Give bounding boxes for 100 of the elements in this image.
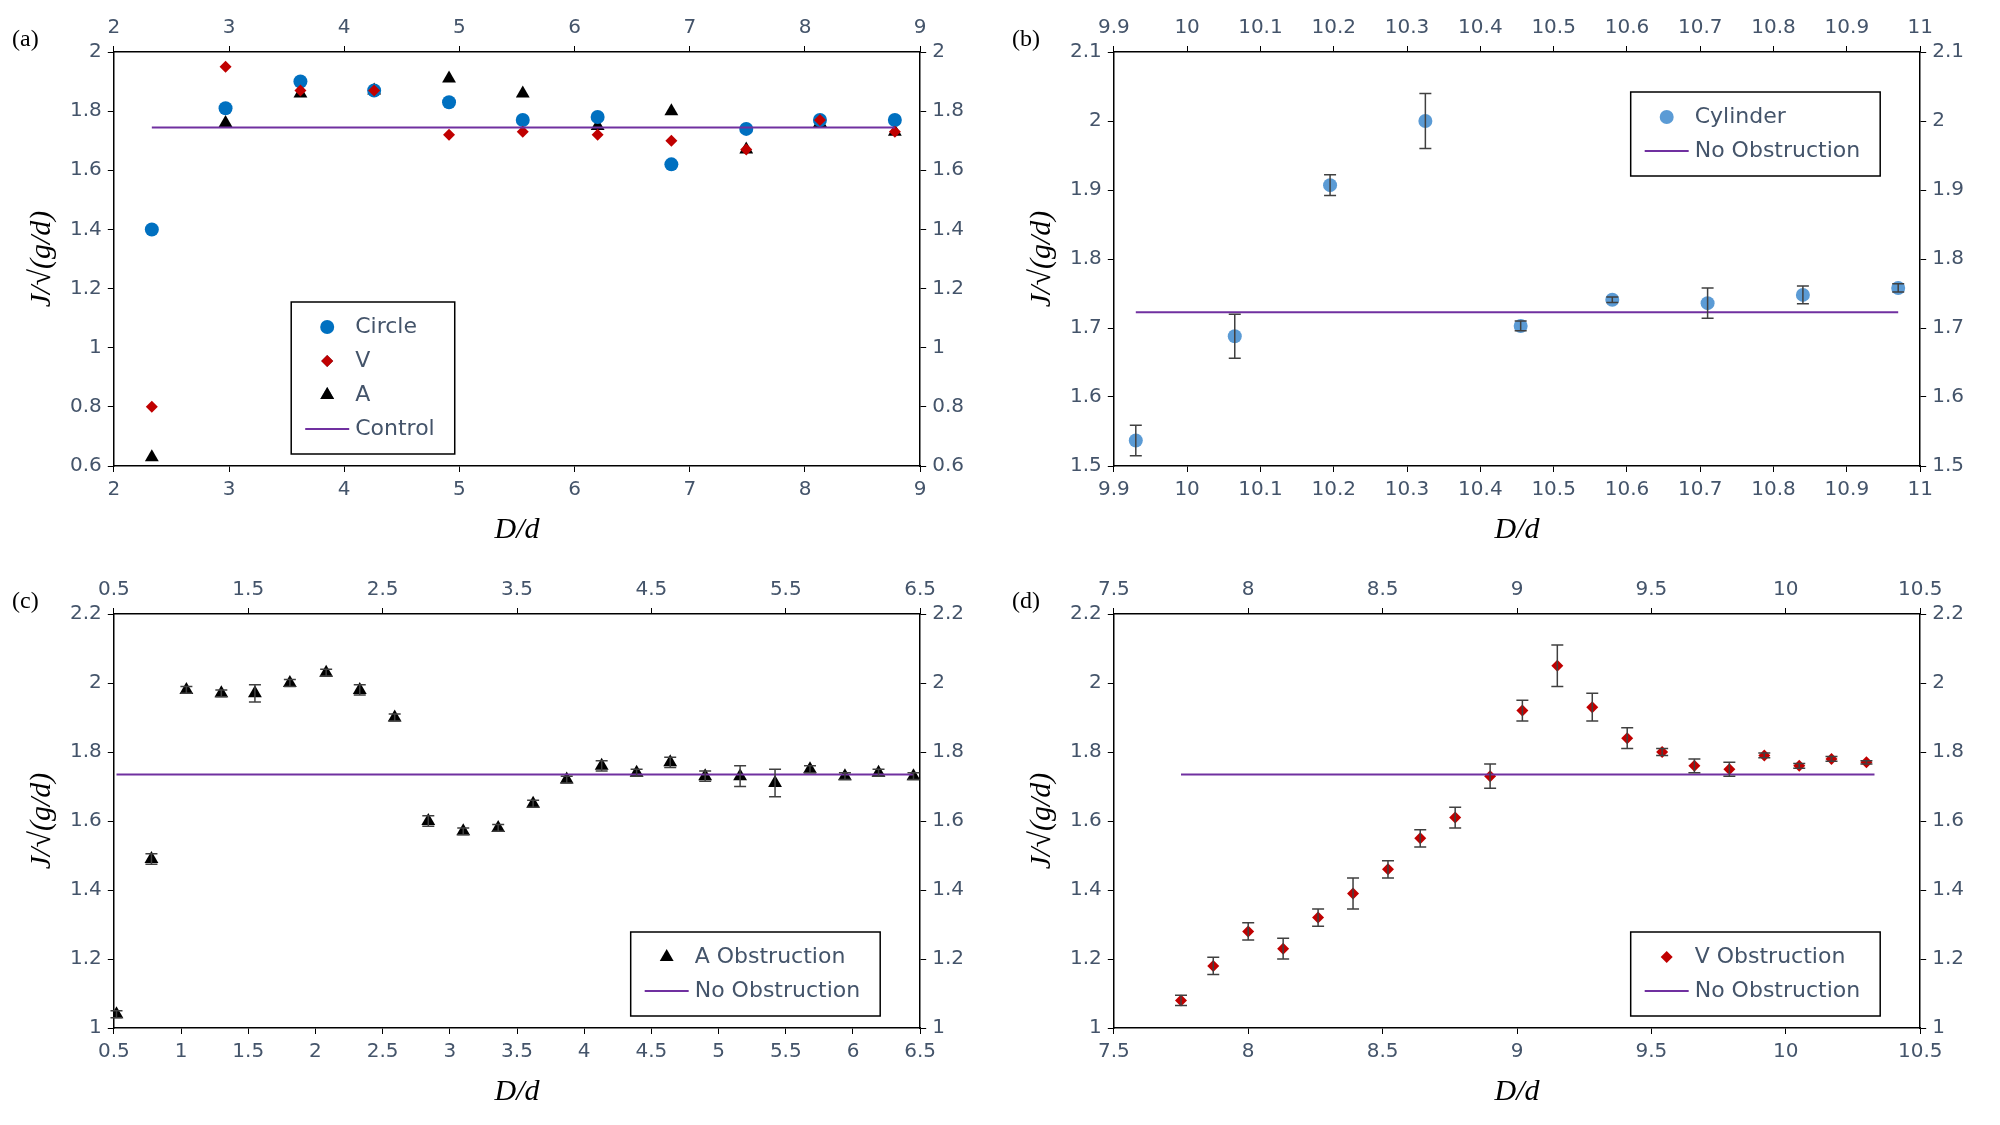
x2-tick-label: 4: [337, 14, 351, 39]
x-tick-label: 1: [174, 1038, 188, 1063]
x2-tick-label: 10.3: [1384, 14, 1430, 39]
legend-label: V Obstruction: [1694, 942, 1846, 968]
y2-tick-label: 1.2: [1932, 945, 1965, 970]
x-tick-label: 2: [309, 1038, 322, 1063]
y-tick-label: 1.6: [69, 156, 102, 181]
x2-tick-label: 3: [222, 14, 236, 39]
x-tick-label: 10.5: [1897, 1038, 1943, 1063]
legend-label: A: [355, 380, 371, 406]
x2-tick-label: 9: [913, 14, 927, 39]
y2-tick-label: 2: [1932, 107, 1945, 132]
x-tick-label: 8: [798, 476, 812, 501]
y2-tick-label: 1: [932, 1014, 945, 1039]
text: (d): [1012, 587, 1040, 614]
x-tick-label: 10.8: [1751, 476, 1796, 501]
x2-tick-label: 0.5: [97, 576, 130, 601]
y2-tick-label: 1.8: [1932, 738, 1965, 763]
y-tick-label: 1: [89, 1014, 102, 1039]
y2-tick-label: 2.2: [932, 600, 965, 625]
x-tick-label: 2: [107, 476, 121, 501]
x2-tick-label: 10: [1174, 14, 1200, 39]
y-axis-title: J/√(g/d): [1022, 210, 1057, 308]
x-tick-label: 7: [683, 476, 697, 501]
x-tick-label: 10.2: [1311, 476, 1356, 501]
y2-tick-label: 2.1: [1932, 38, 1965, 63]
x2-tick-label: 7: [683, 14, 697, 39]
x-tick-label: 9: [913, 476, 927, 501]
y-tick-label: 2.2: [1069, 600, 1102, 625]
x-tick-label: 4: [337, 476, 351, 501]
y2-tick-label: 1.8: [1932, 245, 1965, 270]
legend-label: No Obstruction: [1694, 976, 1861, 1002]
y-tick-label: 1.4: [69, 876, 102, 901]
x-tick-label: 7.5: [1097, 1038, 1130, 1063]
x2-tick-label: 11: [1907, 14, 1933, 39]
x-tick-label: 3: [222, 476, 236, 501]
y-tick-label: 0.6: [69, 452, 102, 477]
x-tick-label: 10: [1174, 476, 1200, 501]
x-tick-label: 10.3: [1384, 476, 1430, 501]
y-tick-label: 1.9: [1069, 176, 1102, 201]
x2-tick-label: 10.4: [1458, 14, 1503, 39]
y-tick-label: 2: [1089, 669, 1102, 694]
x-tick-label: 6: [846, 1038, 860, 1063]
x2-tick-label: 9.5: [1635, 576, 1668, 601]
legend-label: Control: [355, 414, 435, 440]
x-tick-label: 3.5: [501, 1038, 533, 1063]
y2-tick-label: 2: [932, 669, 945, 694]
y-tick-label: 1.2: [1069, 945, 1102, 970]
x-tick-label: 8: [1241, 1038, 1255, 1063]
y-tick-label: 1: [89, 333, 102, 358]
text: (b): [1012, 25, 1040, 52]
x2-tick-label: 5: [453, 14, 466, 39]
y2-tick-label: 1.8: [932, 738, 965, 763]
y-tick-label: 1.4: [69, 215, 102, 240]
y2-tick-label: 1.4: [932, 215, 965, 240]
y2-tick-label: 1.8: [932, 97, 965, 122]
x2-tick-label: 10.9: [1824, 14, 1870, 39]
x-tick-label: 10.1: [1238, 476, 1283, 501]
y2-tick-label: 2: [932, 38, 945, 63]
x2-tick-label: 8.5: [1366, 576, 1399, 601]
x2-tick-label: 9: [1510, 576, 1524, 601]
y-axis-title: J/√(g/d): [22, 210, 57, 308]
x-axis-title: D/d: [1493, 1072, 1541, 1106]
x-tick-label: 10: [1773, 1038, 1799, 1063]
y-tick-label: 1.5: [1069, 452, 1102, 477]
x-tick-label: 10.7: [1678, 476, 1723, 501]
y-tick-label: 0.8: [69, 393, 102, 418]
x2-tick-label: 10.5: [1531, 14, 1576, 39]
y-tick-label: 2.2: [69, 600, 102, 625]
x2-tick-label: 10: [1773, 576, 1799, 601]
x-tick-label: 3: [443, 1038, 457, 1063]
y-tick-label: 2: [89, 38, 102, 63]
y-tick-label: 1.7: [1069, 314, 1102, 339]
x2-tick-label: 2.5: [366, 576, 399, 601]
x-tick-label: 10.6: [1604, 476, 1650, 501]
x-tick-label: 5: [712, 1038, 725, 1063]
x2-tick-label: 10.5: [1897, 576, 1943, 601]
y2-tick-label: 2: [1932, 669, 1945, 694]
x2-tick-label: 7.5: [1097, 576, 1130, 601]
y-tick-label: 2: [89, 669, 102, 694]
x-tick-label: 11: [1907, 476, 1933, 501]
x-tick-label: 2.5: [366, 1038, 399, 1063]
legend-label: Cylinder: [1694, 102, 1787, 128]
y2-tick-label: 1.6: [1932, 807, 1965, 832]
legend-label: Circle: [355, 312, 417, 338]
x2-tick-label: 3.5: [501, 576, 533, 601]
legend-label: No Obstruction: [1694, 136, 1861, 162]
x2-tick-label: 10.7: [1678, 14, 1723, 39]
x2-tick-label: 8: [798, 14, 812, 39]
x-tick-label: 10.4: [1458, 476, 1503, 501]
text: (a): [12, 25, 39, 52]
x2-tick-label: 10.1: [1238, 14, 1283, 39]
x-tick-label: 6.5: [904, 1038, 937, 1063]
x-axis-title: D/d: [1493, 510, 1541, 544]
x2-tick-label: 10.6: [1604, 14, 1650, 39]
x2-tick-label: 6.5: [904, 576, 937, 601]
y2-tick-label: 1: [932, 333, 945, 358]
y2-tick-label: 0.6: [932, 452, 965, 477]
y-tick-label: 1.8: [1069, 738, 1102, 763]
y2-tick-label: 1.9: [1932, 176, 1965, 201]
